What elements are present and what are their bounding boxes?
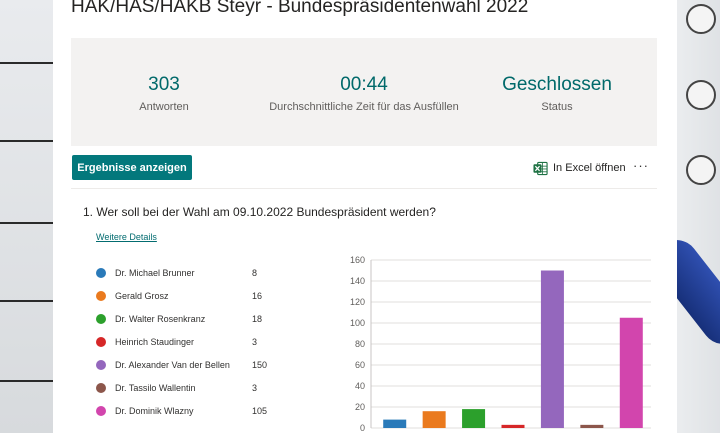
chart-bar[interactable] (540, 270, 564, 429)
y-tick-label: 140 (350, 276, 365, 286)
legend-name: Heinrich Staudinger (115, 337, 195, 347)
stat-avg-time-label: Durchschnittliche Zeit für das Ausfüllen (269, 101, 459, 113)
ballot-circle (686, 4, 716, 34)
stat-avg-time-value: 00:44 (340, 74, 388, 95)
legend-name: Dr. Michael Brunner (115, 268, 195, 278)
legend-name: Dr. Tassilo Wallentin (115, 383, 196, 393)
ballot-line (0, 380, 62, 382)
divider (71, 188, 657, 189)
ballot-line (0, 300, 62, 302)
legend-item: Dr. Alexander Van der Bellen 150 (96, 358, 316, 372)
chart-bar[interactable] (462, 409, 486, 428)
legend-dot (96, 314, 106, 324)
view-results-button[interactable]: Ergebnisse anzeigen (72, 155, 192, 180)
stat-status: Geschlossen Status (457, 74, 657, 113)
excel-icon (533, 161, 548, 175)
bar-chart: 0 20 40 60 80 100 120 140 160 (350, 255, 651, 433)
legend-count: 3 (252, 383, 258, 393)
legend-item: Dr. Michael Brunner 8 (96, 266, 316, 280)
legend-item: Heinrich Staudinger 3 (96, 335, 316, 349)
ballot-line (0, 62, 62, 64)
chart-bar[interactable] (422, 411, 446, 428)
legend-dot (96, 291, 106, 301)
y-tick-label: 100 (350, 318, 365, 328)
chart-bar[interactable] (501, 424, 525, 428)
legend-item: Dr. Walter Rosenkranz 18 (96, 312, 316, 326)
y-tick-label: 160 (350, 255, 365, 265)
legend-item: Dr. Tassilo Wallentin 3 (96, 381, 316, 395)
stat-status-value: Geschlossen (502, 74, 612, 95)
legend-item: Dr. Dominik Wlazny 105 (96, 404, 316, 418)
stat-avg-time: 00:44 Durchschnittliche Zeit für das Aus… (264, 74, 464, 113)
legend-dot (96, 268, 106, 278)
page-title: HAK/HAS/HAKB Steyr - Bundespräsidentenwa… (71, 0, 529, 17)
y-tick-label: 20 (355, 402, 365, 412)
y-tick-label: 0 (360, 423, 365, 433)
legend-count: 8 (252, 268, 258, 278)
legend-name: Gerald Grosz (115, 291, 169, 301)
ballot-line (0, 140, 62, 142)
y-tick-label: 40 (355, 381, 365, 391)
stat-responses: 303 Antworten (64, 74, 264, 113)
legend-dot (96, 360, 106, 370)
question-title: 1. Wer soll bei der Wahl am 09.10.2022 B… (83, 205, 436, 219)
ballot-circle (686, 80, 716, 110)
legend-count: 18 (252, 314, 263, 324)
legend-name: Dr. Walter Rosenkranz (115, 314, 206, 324)
open-in-excel-label: In Excel öffnen (553, 162, 626, 174)
summary-panel: 303 Antworten 00:44 Durchschnittliche Ze… (71, 38, 657, 146)
ballot-circle (686, 155, 716, 185)
chart-bar[interactable] (580, 424, 604, 428)
ballot-line (0, 222, 62, 224)
legend-item: Gerald Grosz 16 (96, 289, 316, 303)
legend-count: 150 (252, 360, 268, 370)
legend-dot (96, 337, 106, 347)
y-tick-label: 60 (355, 360, 365, 370)
legend-count: 3 (252, 337, 258, 347)
legend-count: 16 (252, 291, 263, 301)
stat-status-label: Status (541, 101, 573, 113)
stat-responses-label: Antworten (139, 101, 189, 113)
legend-name: Dr. Dominik Wlazny (115, 406, 194, 416)
form-results-card: HAK/HAS/HAKB Steyr - Bundespräsidentenwa… (53, 0, 677, 433)
chart-bar[interactable] (383, 419, 407, 428)
y-tick-label: 80 (355, 339, 365, 349)
ballot-right-strip (672, 0, 720, 433)
stat-responses-value: 303 (148, 74, 180, 95)
more-details-link[interactable]: Weitere Details (96, 232, 157, 242)
chart-bar[interactable] (619, 317, 643, 428)
y-tick-label: 120 (350, 297, 365, 307)
legend-count: 105 (252, 406, 268, 416)
more-options-button[interactable]: ··· (633, 158, 649, 173)
legend-name: Dr. Alexander Van der Bellen (115, 360, 230, 370)
legend-dot (96, 406, 106, 416)
legend-dot (96, 383, 106, 393)
open-in-excel-button[interactable]: In Excel öffnen (533, 160, 626, 176)
